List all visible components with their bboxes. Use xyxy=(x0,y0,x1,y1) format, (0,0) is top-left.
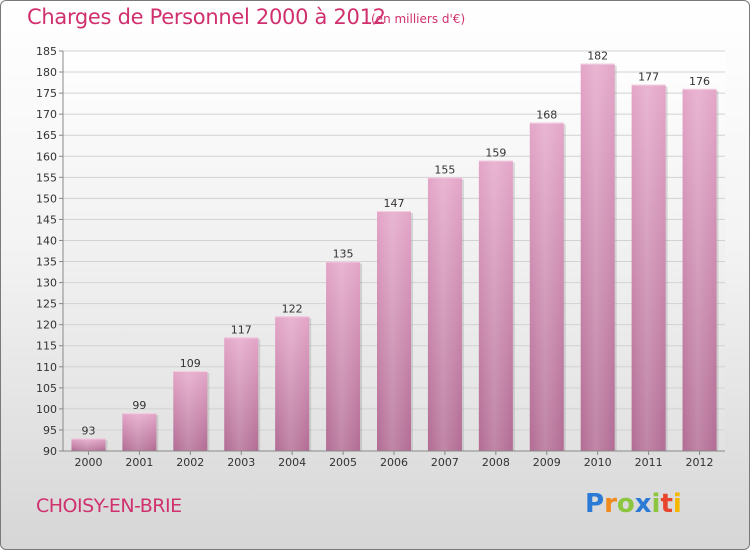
data-label: 135 xyxy=(333,248,354,261)
y-tick-label: 185 xyxy=(36,45,57,58)
city-name: CHOISY-EN-BRIE xyxy=(36,495,182,517)
logo-letter: r xyxy=(604,489,617,519)
logo-letter: i xyxy=(672,489,682,519)
x-tick-label: 2012 xyxy=(686,456,714,469)
data-label: 176 xyxy=(689,75,710,88)
y-tick-label: 125 xyxy=(36,298,57,311)
x-tick-label: 2006 xyxy=(380,456,408,469)
y-tick-label: 170 xyxy=(36,108,57,121)
bar-highlight xyxy=(173,371,208,451)
bar-highlight xyxy=(275,316,310,451)
data-label: 168 xyxy=(536,109,557,122)
y-tick-label: 160 xyxy=(36,150,57,163)
x-tick-label: 2011 xyxy=(635,456,663,469)
proxiti-logo: Proxiti xyxy=(585,489,682,519)
bar-highlight xyxy=(478,160,513,451)
y-tick-label: 100 xyxy=(36,403,57,416)
x-tick-label: 2008 xyxy=(482,456,510,469)
y-tick-label: 155 xyxy=(36,171,57,184)
y-tick-label: 135 xyxy=(36,256,57,269)
y-tick-label: 165 xyxy=(36,129,57,142)
bar-highlight xyxy=(224,337,259,451)
bar-highlight xyxy=(580,63,615,451)
x-tick-label: 2009 xyxy=(533,456,561,469)
y-tick-label: 95 xyxy=(43,424,57,437)
data-label: 117 xyxy=(231,323,252,336)
y-tick-label: 110 xyxy=(36,361,57,374)
logo-letter: o xyxy=(616,489,635,519)
data-label: 93 xyxy=(81,424,95,437)
x-tick-label: 2000 xyxy=(74,456,102,469)
data-label: 159 xyxy=(485,146,506,159)
data-label: 99 xyxy=(132,399,146,412)
bar-highlight xyxy=(682,88,717,451)
bar-highlight xyxy=(377,211,411,451)
y-tick-label: 145 xyxy=(36,213,57,226)
bar-highlight xyxy=(529,122,564,451)
x-tick-label: 2004 xyxy=(278,456,306,469)
y-tick-label: 90 xyxy=(43,445,57,458)
chart-title: Charges de Personnel 2000 à 2012 xyxy=(27,5,386,29)
data-label: 182 xyxy=(587,50,608,63)
y-tick-label: 150 xyxy=(36,192,57,205)
data-label: 122 xyxy=(282,302,303,315)
data-label: 155 xyxy=(434,163,455,176)
x-tick-label: 2001 xyxy=(125,456,153,469)
bar-highlight xyxy=(122,413,157,451)
bar-highlight xyxy=(71,438,106,451)
bar-highlight xyxy=(427,177,462,451)
y-tick-label: 130 xyxy=(36,277,57,290)
x-tick-label: 2002 xyxy=(176,456,204,469)
y-tick-label: 175 xyxy=(36,87,57,100)
bar-highlight xyxy=(631,84,666,452)
bar-highlight xyxy=(326,261,361,451)
chart-subtitle: (en milliers d'€) xyxy=(371,12,466,26)
logo-letter: x xyxy=(634,489,652,519)
x-tick-label: 2007 xyxy=(431,456,459,469)
x-tick-label: 2005 xyxy=(329,456,357,469)
y-tick-label: 105 xyxy=(36,382,57,395)
y-tick-label: 140 xyxy=(36,234,57,247)
logo-letter: t xyxy=(660,489,673,519)
logo-letter: P xyxy=(585,489,605,519)
y-tick-label: 115 xyxy=(36,340,57,353)
data-label: 177 xyxy=(638,71,659,84)
data-label: 147 xyxy=(384,197,405,210)
y-tick-label: 180 xyxy=(36,66,57,79)
x-tick-label: 2010 xyxy=(584,456,612,469)
x-tick-label: 2003 xyxy=(227,456,255,469)
data-label: 109 xyxy=(180,357,201,370)
y-tick-label: 120 xyxy=(36,319,57,332)
logo-letter: i xyxy=(651,489,661,519)
